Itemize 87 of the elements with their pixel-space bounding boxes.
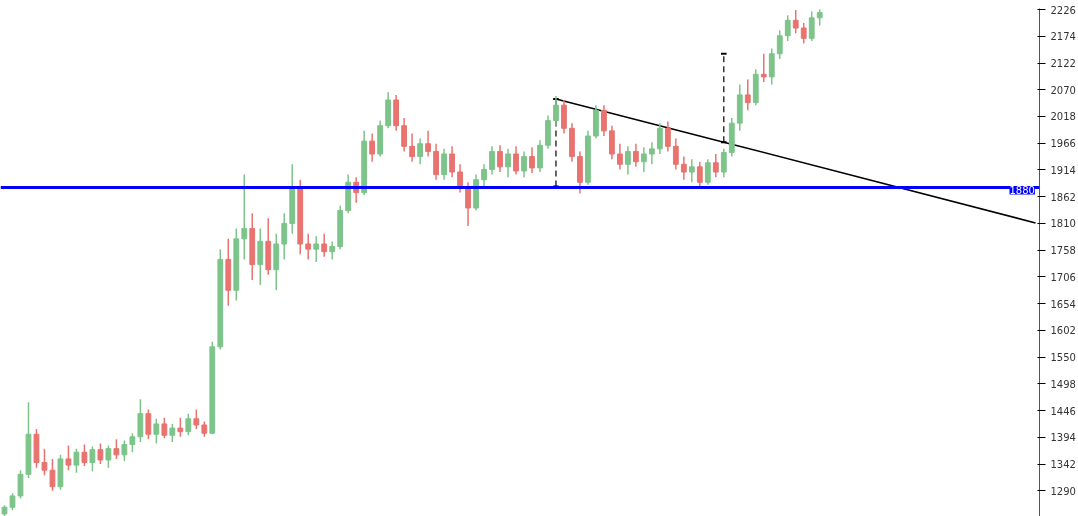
candlestick — [720, 148, 727, 178]
candlestick — [481, 163, 487, 189]
y-tick-label: 1602 — [1050, 325, 1076, 337]
y-tick-label: 1342 — [1050, 459, 1076, 471]
candlestick — [177, 417, 184, 438]
y-tick-label: 2122 — [1050, 58, 1076, 69]
candlestick — [656, 122, 663, 155]
y-tick-label: 1394 — [1050, 432, 1076, 444]
candlestick — [433, 142, 439, 181]
candlestick — [776, 29, 783, 60]
y-tick-label: 2226 — [1050, 4, 1076, 16]
y-tick-label: 1966 — [1050, 138, 1076, 150]
candlestick — [145, 408, 152, 441]
y-tick-label: 1758 — [1050, 245, 1076, 257]
candlestick — [153, 418, 160, 445]
candlestick — [113, 438, 120, 460]
y-tick-label: 1446 — [1050, 405, 1076, 417]
candlestick — [489, 145, 495, 176]
y-tick-label: 2070 — [1050, 84, 1076, 96]
candlestick — [640, 146, 647, 173]
candlestick — [305, 232, 312, 261]
candlestick — [617, 142, 623, 171]
candlestick — [625, 145, 631, 176]
candlestick — [632, 142, 639, 168]
candlestick — [760, 53, 767, 83]
candlestick — [497, 144, 503, 173]
candlestick — [561, 99, 567, 135]
candlestick — [505, 148, 511, 178]
candlestick — [425, 130, 431, 158]
candlestick — [241, 173, 248, 261]
candlestick — [704, 158, 711, 186]
y-tick-label: 1914 — [1050, 164, 1076, 176]
y-tick-label: 1498 — [1050, 378, 1076, 390]
candlestick — [49, 458, 56, 492]
candlestick — [784, 14, 791, 42]
candlestick — [401, 117, 408, 153]
candlestick — [688, 158, 695, 184]
candlestick — [121, 439, 128, 462]
candlestick — [465, 181, 471, 227]
candlestick — [185, 412, 192, 437]
candlestick — [609, 124, 615, 160]
y-tick-label: 1706 — [1050, 271, 1076, 283]
candlestick — [601, 104, 607, 137]
candlestick — [281, 212, 288, 261]
candlestick — [529, 146, 535, 174]
y-tick-label: 2174 — [1050, 31, 1076, 43]
candlestick — [257, 227, 264, 286]
y-tick-label: 2018 — [1050, 111, 1076, 123]
candlestick — [768, 47, 775, 86]
candlestick — [521, 150, 527, 178]
candlestick — [17, 469, 24, 500]
candlestick — [800, 22, 807, 45]
candlestick — [672, 137, 679, 171]
candlestick — [129, 432, 136, 453]
candlestick — [73, 447, 80, 474]
y-tick-label: 1654 — [1050, 298, 1076, 310]
candlestick — [409, 132, 415, 163]
candlestick — [193, 408, 200, 430]
candlestick — [680, 155, 687, 181]
candlestick — [744, 78, 751, 112]
candlestick — [648, 141, 655, 166]
candlestick — [417, 137, 423, 166]
candlestick — [105, 444, 112, 469]
candlestick — [369, 132, 376, 163]
candlestick — [513, 145, 519, 176]
candlestick — [65, 444, 72, 471]
candlestick — [89, 445, 96, 472]
candlestick — [792, 9, 799, 34]
candlestick — [664, 120, 671, 153]
candlestick — [712, 153, 719, 178]
candlestick — [81, 443, 88, 467]
candlestick — [321, 232, 328, 258]
candlestick — [161, 417, 168, 440]
candlestick — [457, 163, 463, 194]
candlestick — [441, 148, 447, 181]
y-tick-label: 1550 — [1050, 352, 1076, 364]
candlestick — [137, 398, 144, 443]
candlestick — [537, 139, 543, 173]
y-tick-label: 1290 — [1050, 485, 1076, 497]
candlestick — [97, 442, 104, 465]
y-tick-label: 1810 — [1050, 218, 1076, 230]
ref-line-label: 1880 — [1009, 185, 1035, 197]
candlestick — [313, 235, 320, 263]
y-tick-label: 1862 — [1050, 191, 1076, 203]
candlestick — [808, 10, 815, 42]
candlestick — [449, 145, 455, 178]
candlestick — [696, 160, 703, 189]
